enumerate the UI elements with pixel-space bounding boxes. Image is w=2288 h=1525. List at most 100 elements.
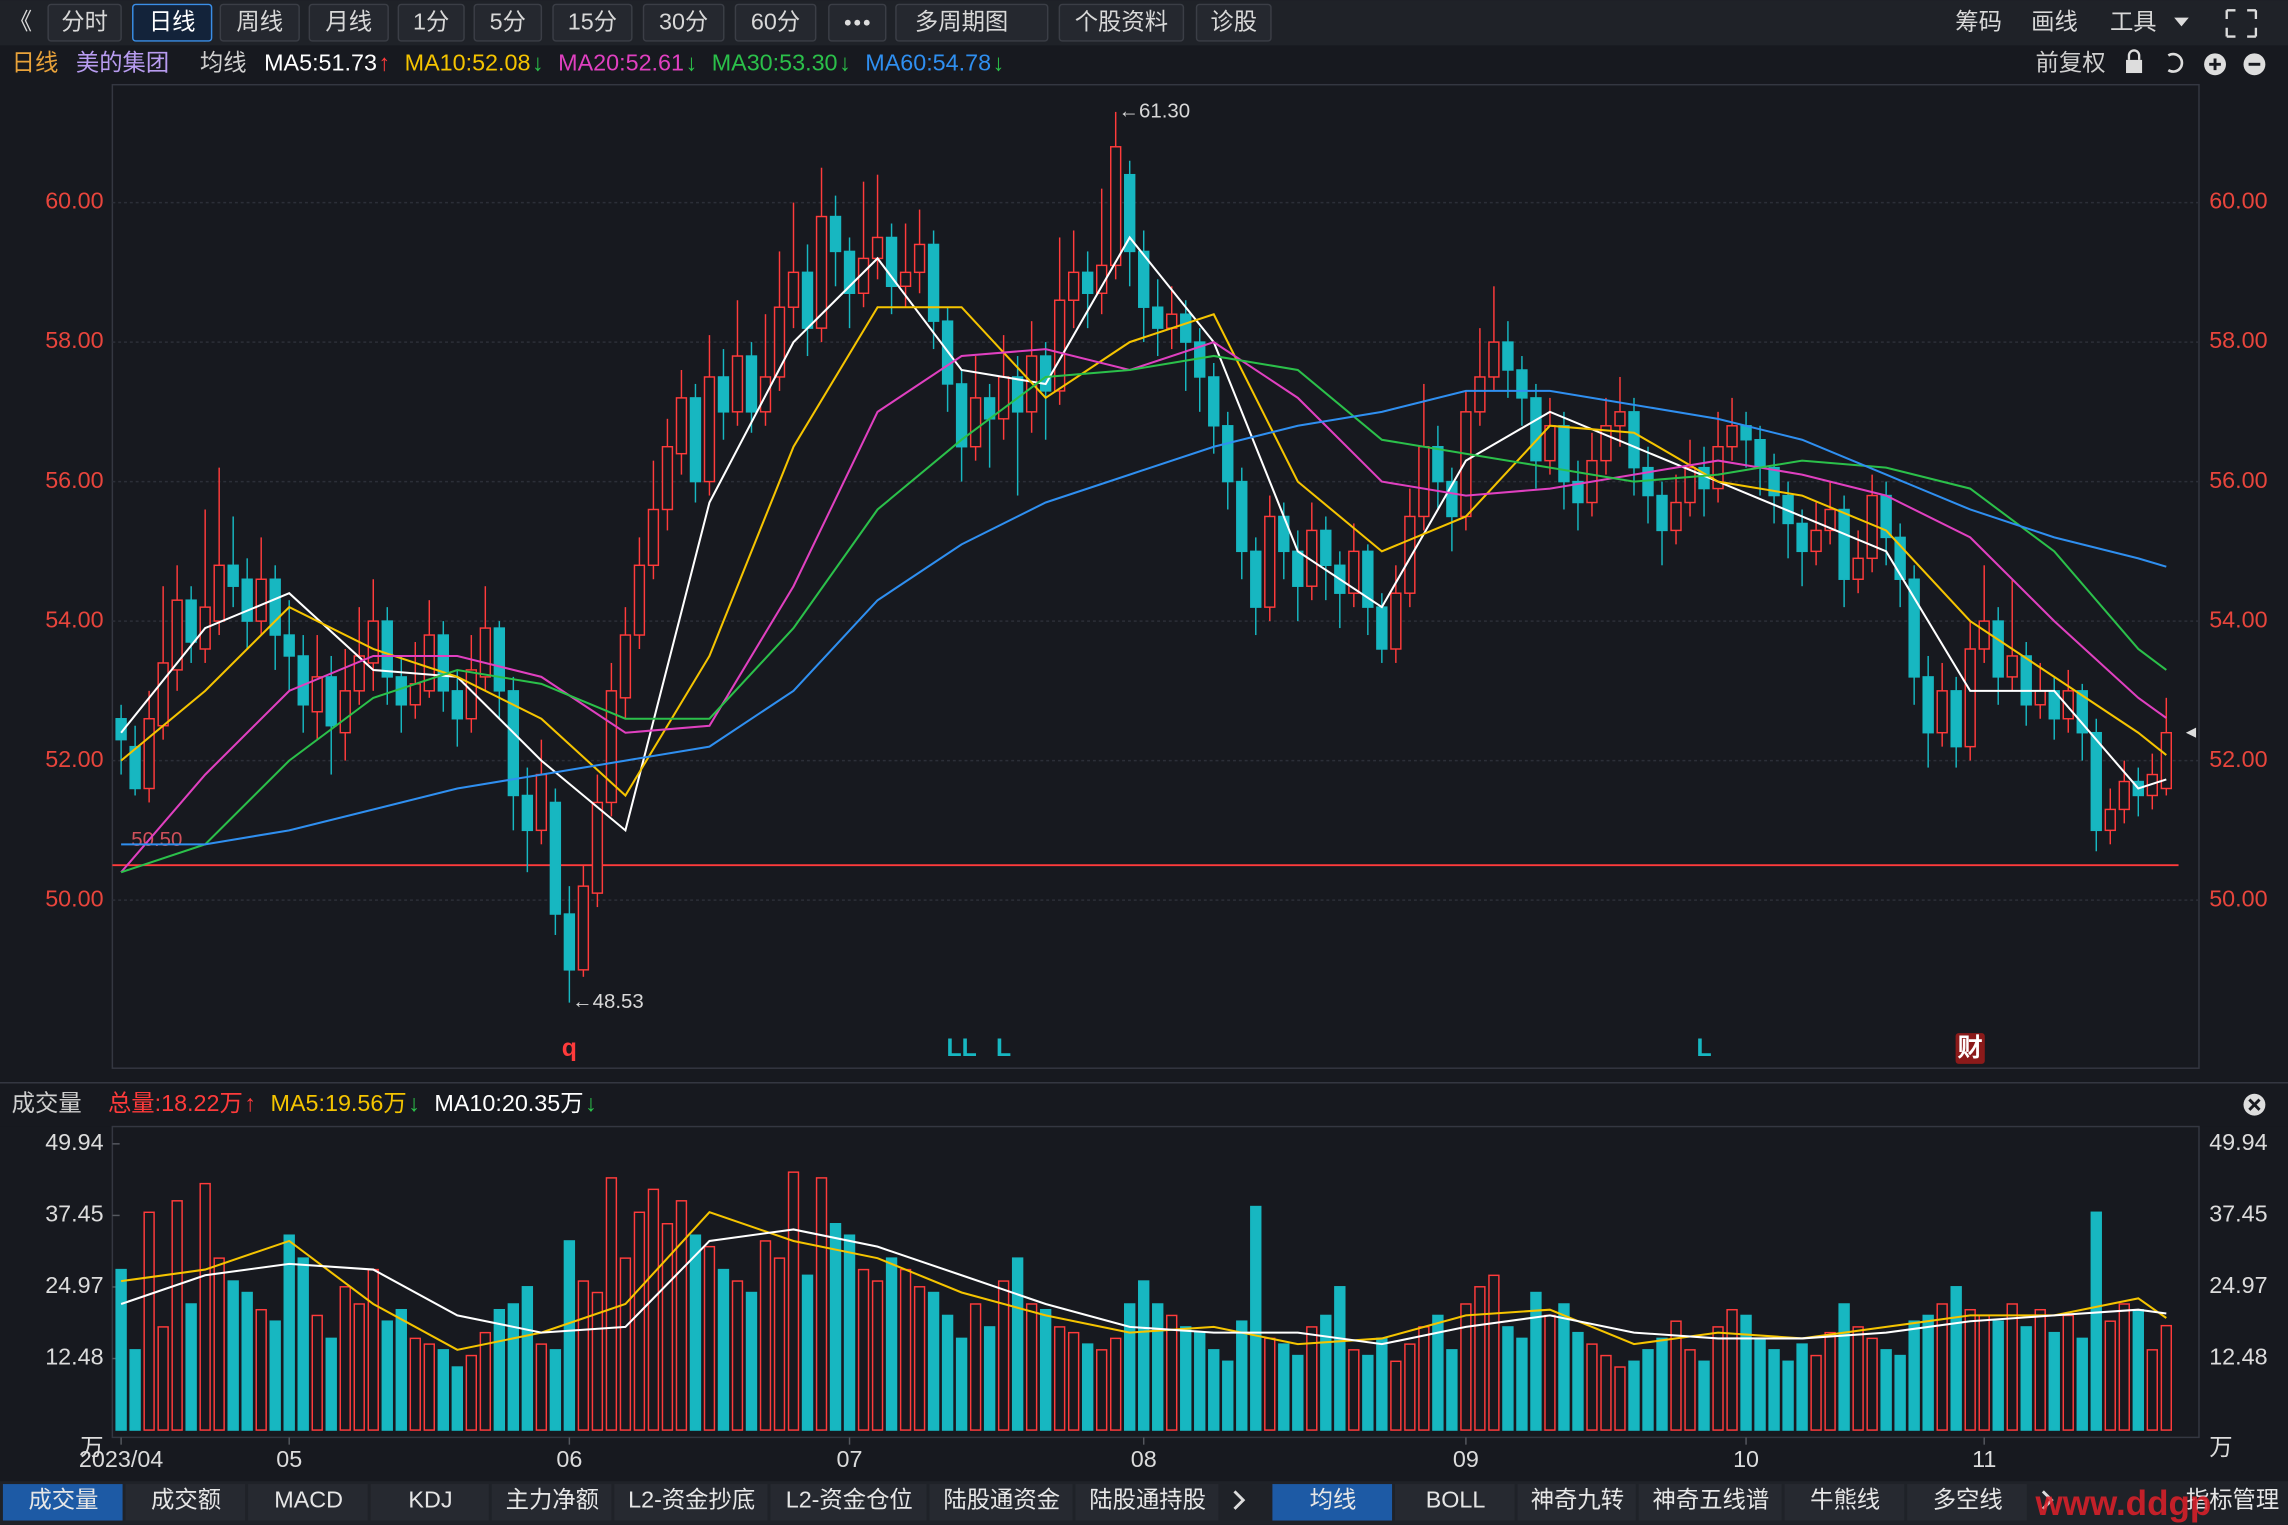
candle-body bbox=[227, 564, 239, 587]
toolbar-button-label[interactable]: 1分 bbox=[413, 9, 449, 35]
tabs-next[interactable] bbox=[1233, 1490, 1246, 1510]
toolbar-button[interactable] bbox=[219, 3, 300, 42]
toolbar-button-label[interactable]: 60分 bbox=[751, 9, 800, 35]
toolbar-button[interactable] bbox=[895, 3, 1049, 42]
volume-bar bbox=[409, 1337, 421, 1431]
toolbar-button[interactable] bbox=[308, 3, 389, 42]
toolbar-tool[interactable]: 筹码 bbox=[1955, 9, 2002, 35]
indicator-tab-label[interactable]: 神奇九转 bbox=[1531, 1487, 1624, 1513]
volume-bar bbox=[2020, 1326, 2032, 1431]
indicator-tab[interactable] bbox=[2, 1484, 123, 1521]
volume-bar bbox=[1880, 1349, 1892, 1431]
indicator-manage[interactable]: 指标管理 bbox=[2186, 1487, 2279, 1513]
toolbar-button-label[interactable]: 月线 bbox=[325, 9, 372, 35]
toolbar-button[interactable] bbox=[734, 3, 817, 42]
adjust-label[interactable]: 前复权 bbox=[2036, 49, 2106, 75]
candle-body bbox=[1824, 508, 1836, 532]
toolbar-tool[interactable]: 工具 bbox=[2110, 9, 2157, 35]
indicator-tab-label[interactable]: 陆股通持股 bbox=[1089, 1487, 1206, 1513]
toolbar-button[interactable] bbox=[397, 3, 465, 42]
y-tick-label: 50.00 bbox=[45, 885, 103, 911]
toolbar-button-label[interactable]: 5分 bbox=[490, 9, 526, 35]
indicator-tab-label[interactable]: 主力净额 bbox=[506, 1487, 599, 1513]
toolbar-button-label[interactable]: 周线 bbox=[236, 9, 283, 35]
indicator-tab-label[interactable]: 多空线 bbox=[1933, 1487, 2003, 1513]
toolbar-tool[interactable]: 画线 bbox=[2031, 9, 2078, 35]
volume-bar bbox=[479, 1331, 492, 1431]
indicator-tab[interactable] bbox=[1784, 1484, 1905, 1521]
indicator-tab[interactable] bbox=[929, 1484, 1073, 1521]
volume-bar bbox=[1250, 1205, 1262, 1431]
volume-bar bbox=[1039, 1308, 1052, 1431]
y-tick-label: 12.48 bbox=[2209, 1344, 2267, 1370]
volume-bar bbox=[941, 1314, 954, 1431]
candle-body bbox=[1110, 146, 1122, 267]
volume-bar bbox=[549, 1349, 562, 1431]
indicator-tab[interactable] bbox=[248, 1484, 368, 1521]
volume-bar bbox=[801, 1274, 814, 1431]
indicator-tab[interactable] bbox=[1517, 1484, 1636, 1521]
toolbar-button-label[interactable]: 《 bbox=[9, 9, 32, 35]
indicator-tab[interactable] bbox=[491, 1484, 612, 1521]
toolbar-button-label[interactable]: 15分 bbox=[568, 9, 617, 35]
x-tick-label: 09 bbox=[1453, 1446, 1479, 1472]
x-tick-label: 2023/04 bbox=[79, 1446, 163, 1472]
event-marker[interactable]: 财 bbox=[1958, 1034, 1983, 1062]
toolbar-button[interactable] bbox=[132, 3, 213, 42]
indicator-tab[interactable] bbox=[1075, 1484, 1219, 1521]
indicator-tab-label[interactable]: KDJ bbox=[408, 1487, 452, 1513]
candle-body bbox=[1712, 445, 1724, 490]
indicator-tab[interactable] bbox=[1907, 1484, 2027, 1521]
extreme-label: ←48.53 bbox=[572, 991, 643, 1013]
toolbar-button-label[interactable]: 分时 bbox=[61, 9, 108, 35]
toolbar-button[interactable] bbox=[473, 3, 543, 42]
toolbar-button[interactable] bbox=[552, 3, 633, 42]
volume-bar bbox=[1642, 1349, 1654, 1431]
volume-bar bbox=[1236, 1320, 1248, 1431]
toolbar-button[interactable] bbox=[642, 3, 725, 42]
indicator-tab-label[interactable]: BOLL bbox=[1426, 1487, 1486, 1513]
indicator-tab[interactable] bbox=[370, 1484, 489, 1521]
event-marker[interactable]: L bbox=[996, 1035, 1011, 1062]
toolbar-button-label[interactable]: 个股资料 bbox=[1075, 9, 1168, 35]
indicator-tab[interactable] bbox=[1394, 1484, 1515, 1521]
indicator-tab-label[interactable]: L2-资金仓位 bbox=[786, 1487, 913, 1513]
volume-bar bbox=[493, 1308, 506, 1431]
y-tick-label: 60.00 bbox=[2209, 188, 2267, 214]
undo-icon[interactable] bbox=[2167, 52, 2184, 73]
toolbar-button[interactable] bbox=[1058, 3, 1185, 42]
indicator-tab-label[interactable]: 均线 bbox=[1310, 1487, 1357, 1513]
candle-body bbox=[507, 690, 520, 797]
event-marker[interactable]: q bbox=[562, 1035, 577, 1062]
indicator-tab-label[interactable]: 成交额 bbox=[151, 1487, 221, 1513]
indicator-tab[interactable] bbox=[1272, 1484, 1393, 1521]
indicator-tab[interactable] bbox=[770, 1484, 927, 1521]
event-marker[interactable]: L bbox=[1696, 1035, 1711, 1062]
indicator-tab-label[interactable]: MACD bbox=[274, 1487, 343, 1513]
event-marker[interactable]: LL bbox=[946, 1035, 976, 1062]
indicator-tab-label[interactable]: 神奇五线谱 bbox=[1653, 1487, 1770, 1513]
lock-icon[interactable] bbox=[2126, 59, 2143, 74]
toolbar-button-label[interactable]: 多周期图 bbox=[915, 9, 1008, 35]
indicator-tab[interactable] bbox=[1638, 1484, 1782, 1521]
toolbar-button[interactable] bbox=[47, 3, 122, 42]
volume-bar bbox=[591, 1291, 604, 1431]
indicator-tab[interactable] bbox=[125, 1484, 246, 1521]
volume-total-trend: ↑ bbox=[244, 1090, 256, 1116]
toolbar-button-label[interactable]: 日线 bbox=[149, 9, 196, 35]
x-tick-label: 06 bbox=[556, 1446, 582, 1472]
candle-body bbox=[1320, 529, 1332, 567]
fullscreen-icon[interactable] bbox=[2225, 9, 2258, 38]
indicator-tab-label[interactable]: 陆股通资金 bbox=[943, 1487, 1060, 1513]
toolbar-button[interactable] bbox=[1195, 3, 1272, 42]
stock-name[interactable]: 美的集团 bbox=[76, 49, 169, 75]
volume-bar bbox=[1390, 1360, 1402, 1431]
toolbar-button-label[interactable]: 诊股 bbox=[1210, 9, 1257, 35]
indicator-tab-label[interactable]: L2-资金抄底 bbox=[628, 1487, 755, 1513]
candle-body bbox=[1390, 592, 1402, 650]
tabs-next[interactable] bbox=[2041, 1490, 2054, 1510]
toolbar-button-label[interactable]: 30分 bbox=[659, 9, 708, 35]
indicator-tab-label[interactable]: 牛熊线 bbox=[1810, 1487, 1880, 1513]
indicator-tab-label[interactable]: 成交量 bbox=[28, 1487, 98, 1513]
indicator-tab[interactable] bbox=[614, 1484, 768, 1521]
